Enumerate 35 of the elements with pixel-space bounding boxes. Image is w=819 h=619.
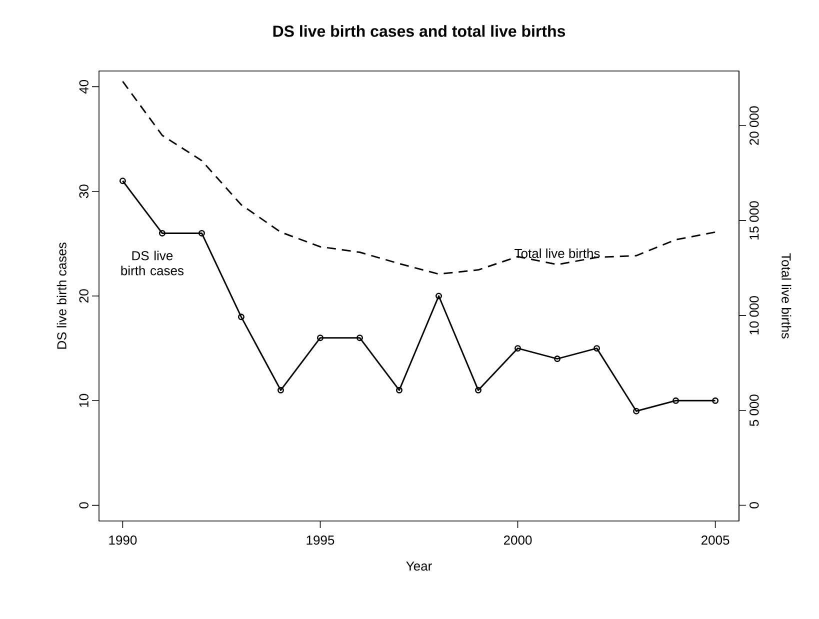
y-tick-label: 30: [79, 184, 88, 198]
x-tick-label: 1990: [109, 536, 137, 545]
point: [277, 386, 284, 394]
point: [198, 230, 205, 236]
point: [356, 334, 363, 342]
point: [514, 345, 522, 352]
point: [475, 386, 482, 394]
y-axis-title: DS live birth cases: [56, 242, 66, 349]
point: [396, 386, 402, 394]
y2-tick-label: 10 000: [750, 296, 759, 334]
point: [436, 292, 442, 300]
point: [316, 334, 324, 342]
series-label: DS live birth cases: [121, 250, 184, 276]
point: [672, 397, 680, 404]
x-tick-label: 2000: [504, 536, 532, 545]
line-series: [122, 80, 716, 275]
y2-tick-label: 15 000: [750, 201, 759, 240]
y2-tick-label: 5 000: [750, 394, 759, 426]
y-tick-label: 40: [79, 80, 88, 94]
point: [554, 356, 561, 362]
x-tick-label: 2005: [702, 536, 730, 545]
y-tick-label: 0: [79, 502, 88, 508]
point: [158, 230, 166, 236]
y-tick-label: 20: [79, 289, 88, 303]
x-tick-label: 1995: [306, 536, 334, 545]
y2-tick-label: 0: [750, 502, 759, 508]
y2-tick-label: 20 000: [750, 106, 759, 145]
y-tick-label: 10: [79, 394, 88, 407]
point: [238, 314, 244, 320]
chart-title: DS live birth cases and total live births: [273, 25, 566, 37]
point: [633, 408, 640, 414]
x-axis-title: Year: [406, 562, 432, 571]
y2-axis-title: Total live births: [782, 253, 792, 338]
point: [594, 345, 600, 352]
series-label: Total live births: [514, 248, 600, 258]
